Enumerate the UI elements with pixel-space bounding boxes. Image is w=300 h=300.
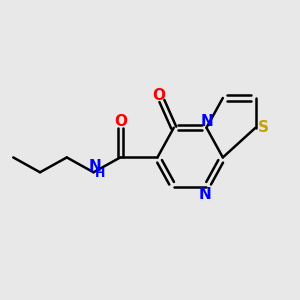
Text: N: N: [201, 114, 213, 129]
Text: O: O: [152, 88, 165, 103]
Text: N: N: [88, 159, 101, 174]
Text: H: H: [95, 167, 105, 180]
Text: N: N: [199, 187, 212, 202]
Text: S: S: [257, 120, 268, 135]
Text: O: O: [114, 114, 127, 129]
